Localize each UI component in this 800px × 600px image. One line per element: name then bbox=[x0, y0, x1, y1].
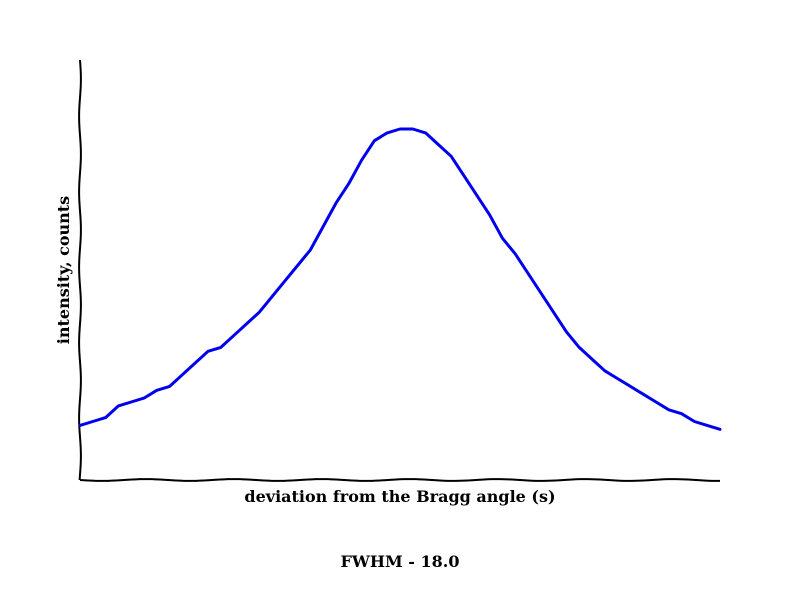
series-line-0 bbox=[78, 127, 722, 431]
y-axis-line bbox=[78, 59, 82, 481]
x-axis-line bbox=[79, 478, 720, 482]
axes bbox=[78, 59, 720, 482]
fwhm-caption: FWHM - 18.0 bbox=[340, 552, 460, 571]
y-axis-label: intensity, counts bbox=[54, 196, 73, 344]
series-layer bbox=[78, 127, 722, 431]
x-axis-label: deviation from the Bragg angle (s) bbox=[244, 487, 555, 506]
